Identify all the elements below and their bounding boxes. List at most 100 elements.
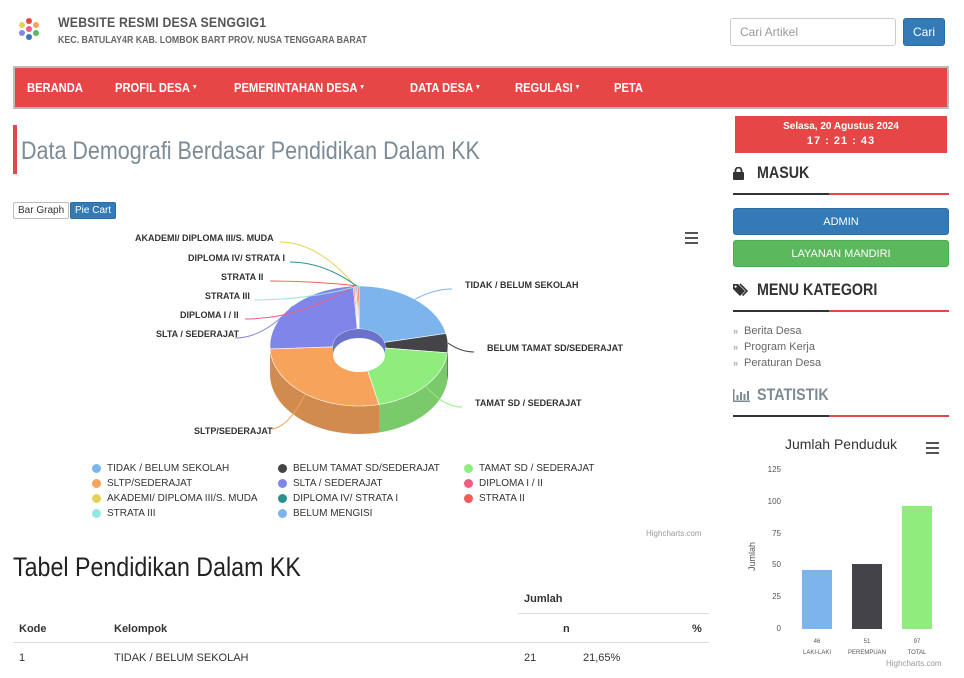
nav-peta[interactable]: PETA xyxy=(614,80,643,95)
legend-item[interactable]: BELUM TAMAT SD/SEDERAJAT xyxy=(278,463,440,474)
tags-icon xyxy=(733,283,751,297)
legend-dot-icon xyxy=(92,479,101,488)
pie-label: SLTP/SEDERAJAT xyxy=(194,426,273,436)
legend-item[interactable]: SLTA / SEDERAJAT xyxy=(278,478,382,489)
legend-item[interactable]: DIPLOMA I / II xyxy=(464,478,543,489)
table-cell-pct: 21,65% xyxy=(583,652,621,664)
current-date: Selasa, 20 Agustus 2024 xyxy=(783,121,899,132)
chart-menu-icon[interactable] xyxy=(685,232,698,244)
site-title: WEBSITE RESMI DESA SENGGIG1 xyxy=(58,14,267,30)
legend-dot-icon xyxy=(464,494,473,503)
double-chevron-icon: » xyxy=(733,358,739,368)
legend-label: DIPLOMA I / II xyxy=(479,478,543,489)
legend-dot-icon xyxy=(92,494,101,503)
y-tick-label: 75 xyxy=(772,528,781,538)
lock-icon xyxy=(733,166,751,180)
bar[interactable] xyxy=(852,564,882,629)
category-item[interactable]: » Peraturan Desa xyxy=(733,357,821,369)
pie-connector xyxy=(234,305,293,339)
bar-chart-icon xyxy=(733,388,751,402)
population-bar-chart: Jumlah Penduduk Jumlah 0 25 50 75 100 125 46 LA… xyxy=(733,431,949,671)
site-subtitle: KEC. BATULAY4R KAB. LOMBOK BART PROV. NU… xyxy=(58,35,367,46)
col-header-pct[interactable]: % xyxy=(692,623,702,635)
legend-item[interactable]: AKADEMI/ DIPLOMA III/S. MUDA xyxy=(92,493,258,504)
nav-regulasi[interactable]: REGULASI ▼ xyxy=(515,80,580,95)
category-label: Berita Desa xyxy=(744,325,802,337)
pie-chart-button[interactable]: Pie Cart xyxy=(70,202,117,219)
legend-dot-icon xyxy=(278,479,287,488)
admin-button[interactable]: ADMIN xyxy=(733,208,949,235)
section-rule xyxy=(733,415,949,417)
nav-beranda[interactable]: BERANDA xyxy=(27,80,83,95)
site-logo xyxy=(19,18,39,40)
pie-label: STRATA II xyxy=(221,272,264,282)
date-time-box: Selasa, 20 Agustus 2024 17 : 21 : 43 xyxy=(735,116,947,153)
caret-down-icon: ▼ xyxy=(359,84,366,91)
y-tick-label: 100 xyxy=(767,496,781,506)
chart-menu-icon[interactable] xyxy=(926,442,939,454)
table-cell-kelompok: TIDAK / BELUM SEKOLAH xyxy=(114,652,249,664)
nav-label: PEMERINTAHAN DESA xyxy=(234,80,358,95)
double-chevron-icon: » xyxy=(733,342,739,352)
table-group-header: Jumlah xyxy=(524,593,563,605)
pie-slice xyxy=(352,285,359,330)
pie-slice xyxy=(358,285,447,343)
y-tick-label: 125 xyxy=(767,465,781,474)
bar-graph-button[interactable]: Bar Graph xyxy=(13,202,70,219)
statistic-title: STATISTIK xyxy=(757,385,829,404)
pie-connector xyxy=(414,288,453,300)
nav-label: REGULASI xyxy=(514,80,573,95)
legend-dot-icon xyxy=(278,509,287,518)
legend-label: TIDAK / BELUM SEKOLAH xyxy=(107,463,230,474)
legend-dot-icon xyxy=(464,464,473,473)
legend-label: AKADEMI/ DIPLOMA III/S. MUDA xyxy=(107,493,258,504)
search-input[interactable] xyxy=(730,18,896,46)
legend-item[interactable]: SLTP/SEDERAJAT xyxy=(92,478,192,489)
pie-slice xyxy=(355,285,359,330)
bar[interactable] xyxy=(802,570,832,629)
legend-item[interactable]: TAMAT SD / SEDERAJAT xyxy=(464,463,594,474)
pie-connector xyxy=(269,393,306,430)
nav-profil-desa[interactable]: PROFIL DESA ▼ xyxy=(115,80,198,95)
category-label: Program Kerja xyxy=(744,341,815,353)
legend-item[interactable]: STRATA III xyxy=(92,508,156,519)
pie-slice xyxy=(357,285,360,330)
bar-category-label: LAKI-LAKI xyxy=(802,650,831,656)
legend-dot-icon xyxy=(278,464,287,473)
chart-credit[interactable]: Highcharts.com xyxy=(646,529,702,538)
category-item[interactable]: » Berita Desa xyxy=(733,325,802,337)
legend-item[interactable]: STRATA II xyxy=(464,493,525,504)
col-header-n[interactable]: n xyxy=(563,623,570,635)
pie-hole xyxy=(333,338,385,372)
pie-label: BELUM TAMAT SD/SEDERAJAT xyxy=(487,343,623,353)
table-divider xyxy=(13,642,709,643)
y-tick-label: 50 xyxy=(772,560,781,570)
bar[interactable] xyxy=(902,505,932,629)
legend-label: BELUM MENGISI xyxy=(293,508,373,519)
legend-item[interactable]: BELUM MENGISI xyxy=(278,508,372,519)
col-header-kode[interactable]: Kode xyxy=(19,623,47,635)
legend-item[interactable]: DIPLOMA IV/ STRATA I xyxy=(278,493,398,504)
category-title: MENU KATEGORI xyxy=(757,280,878,299)
layanan-mandiri-button[interactable]: LAYANAN MANDIRI xyxy=(733,240,949,267)
pie-connector xyxy=(269,280,359,287)
legend-dot-icon xyxy=(92,464,101,473)
table-divider xyxy=(518,613,709,614)
statistic-heading: STATISTIK xyxy=(733,385,842,405)
pie-label: SLTA / SEDERAJAT xyxy=(156,329,240,339)
nav-pemerintahan-desa[interactable]: PEMERINTAHAN DESA ▼ xyxy=(234,80,365,95)
y-tick-label: 0 xyxy=(776,624,781,633)
search-button[interactable]: Cari xyxy=(903,18,945,46)
title-accent-bar xyxy=(13,125,17,174)
caret-down-icon: ▼ xyxy=(191,84,198,91)
pie-connector xyxy=(289,261,358,287)
pie-slice xyxy=(383,333,449,354)
bar-category-label: PEREMPUAN xyxy=(847,650,886,656)
chart-credit[interactable]: Highcharts.com xyxy=(886,659,942,668)
page-title: Data Demografi Berdasar Pendidikan Dalam… xyxy=(21,137,480,165)
legend-item[interactable]: TIDAK / BELUM SEKOLAH xyxy=(92,463,229,474)
legend-label: STRATA III xyxy=(107,508,156,519)
category-item[interactable]: » Program Kerja xyxy=(733,341,815,353)
col-header-kelompok[interactable]: Kelompok xyxy=(114,623,168,635)
nav-data-desa[interactable]: DATA DESA ▼ xyxy=(410,80,481,95)
